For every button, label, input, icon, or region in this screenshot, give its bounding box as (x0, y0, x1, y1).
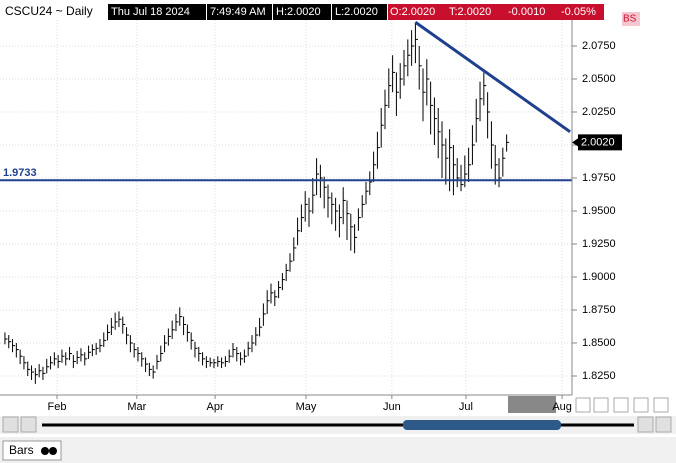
tool-button[interactable] (633, 397, 649, 413)
y-tick-label: 1.8500 (582, 337, 616, 349)
header-change-pct: -0.05% (561, 6, 596, 18)
header-date: Thu Jul 18 2024 (111, 6, 190, 18)
x-tick-label: Aug (552, 401, 572, 413)
header-low: L:2.0020 (335, 6, 378, 18)
y-tick-label: 2.0250 (582, 106, 616, 118)
y-tick-label: 2.0750 (582, 40, 616, 52)
y-tick-label: 2.0500 (582, 73, 616, 85)
tool-button[interactable] (613, 397, 629, 413)
x-tick-label: May (296, 401, 317, 413)
symbol: CSCU24 ~ Daily (5, 4, 93, 18)
tool-button[interactable] (593, 397, 609, 413)
x-tick-label: Jul (459, 401, 473, 413)
plot: 1.9733 (0, 20, 572, 395)
header-box (273, 4, 331, 20)
y-tick-label: 1.9000 (582, 271, 616, 283)
tool-button[interactable] (575, 397, 591, 413)
y-tick-label: 1.8250 (582, 370, 616, 382)
tab-bar (0, 437, 676, 463)
y-tick-label: 1.9500 (582, 205, 616, 217)
scroll-right[interactable] (20, 416, 37, 433)
zoom-out[interactable] (637, 416, 654, 433)
horizontal-line-label: 1.9733 (3, 167, 37, 179)
scroll-left[interactable] (2, 416, 19, 433)
header-high: H:2.0020 (276, 6, 321, 18)
header-change: -0.0010 (508, 6, 545, 18)
toolbar (575, 397, 669, 413)
last-price-box (578, 134, 622, 151)
scroll-thumb[interactable] (403, 420, 561, 430)
x-axis-highlight (508, 396, 556, 413)
zoom-in[interactable] (655, 416, 672, 433)
corner-button[interactable] (622, 12, 640, 26)
x-tick-label: Apr (207, 401, 224, 413)
header-last: T:2.0020 (449, 6, 491, 18)
header-box (388, 4, 604, 20)
header-time: 7:49:49 AM (210, 6, 266, 18)
tab-icon (41, 447, 49, 455)
x-tick-label: Mar (127, 401, 146, 413)
x-tick-label: Feb (48, 401, 67, 413)
header-box (108, 4, 206, 20)
trend-line (414, 21, 571, 134)
y-tick-label: 1.9250 (582, 238, 616, 250)
x-tick-label: Jun (383, 401, 401, 413)
tab[interactable] (2, 440, 62, 461)
y-tick-label: 1.9750 (582, 172, 616, 184)
header-box (207, 4, 272, 20)
y-tick-label: 1.8750 (582, 304, 616, 316)
corner-label: BS (623, 14, 637, 25)
last-price-label: 2.0020 (581, 136, 615, 148)
header-box (332, 4, 387, 20)
header-open: O:2.0020 (390, 6, 435, 18)
tab-icon (49, 447, 57, 455)
last-price-pointer (572, 138, 578, 147)
tool-button[interactable] (653, 397, 669, 413)
tab-label: Bars (9, 443, 34, 457)
